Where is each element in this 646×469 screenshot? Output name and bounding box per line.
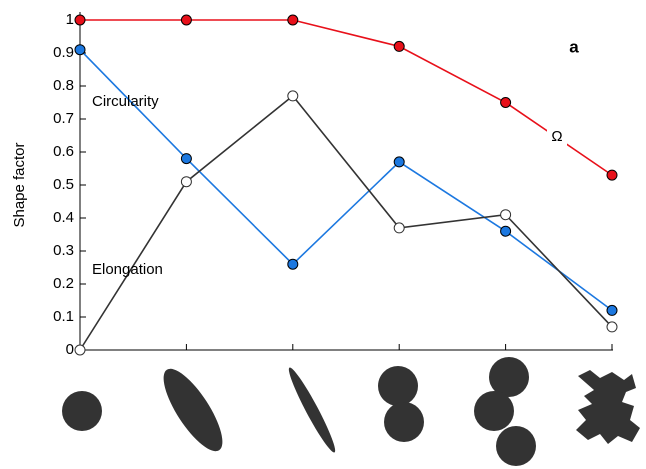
y-tick-label: 0.4	[53, 209, 74, 226]
series-label: Circularity	[92, 93, 159, 110]
y-axis-label: Shape factor	[11, 142, 28, 227]
page: {"chart_data": {"type": "line", "ylabel"…	[0, 0, 646, 469]
y-tick-label: 0.1	[53, 308, 74, 325]
y-tick-label: 1	[66, 11, 74, 28]
shape-doublet	[384, 402, 424, 442]
data-point	[607, 305, 617, 315]
data-point	[288, 15, 298, 25]
data-point	[75, 15, 85, 25]
series-label: Elongation	[92, 261, 163, 278]
data-point	[501, 226, 511, 236]
y-tick-label: 0.8	[53, 77, 74, 94]
data-point	[607, 170, 617, 180]
series-line	[80, 96, 612, 350]
shape-doublet	[378, 366, 418, 406]
data-point	[75, 45, 85, 55]
data-point	[394, 223, 404, 233]
data-point	[181, 15, 191, 25]
data-point	[181, 177, 191, 187]
data-point	[288, 91, 298, 101]
y-tick-label: 0.6	[53, 143, 74, 160]
data-point	[288, 259, 298, 269]
shape-circle	[62, 391, 102, 431]
data-point	[501, 98, 511, 108]
shape-triplet	[489, 357, 529, 397]
series-label: Ω	[551, 128, 562, 145]
chart: Shape factor a 0 0.1 0.2 0.3 0.4 0.5 0.6 0.7 0.8…	[0, 0, 646, 469]
shape-irregular	[576, 370, 640, 444]
y-tick-label: 0.9	[53, 44, 74, 61]
panel-label: a	[569, 37, 579, 56]
shape-needle	[284, 365, 340, 455]
y-tick-label: 0	[66, 341, 74, 358]
shape-triplet	[496, 426, 536, 466]
shape-triplet	[474, 391, 514, 431]
data-point	[501, 210, 511, 220]
series-line	[80, 20, 612, 175]
y-tick-label: 0.7	[53, 110, 74, 127]
data-point	[181, 154, 191, 164]
data-point	[394, 41, 404, 51]
y-tick-label: 0.2	[53, 275, 74, 292]
shape-ellipse	[153, 361, 232, 459]
data-point	[75, 345, 85, 355]
data-point	[394, 157, 404, 167]
shape-icons	[62, 357, 640, 466]
y-tick-label: 0.5	[53, 176, 74, 193]
data-point	[607, 322, 617, 332]
y-tick-label: 0.3	[53, 242, 74, 259]
